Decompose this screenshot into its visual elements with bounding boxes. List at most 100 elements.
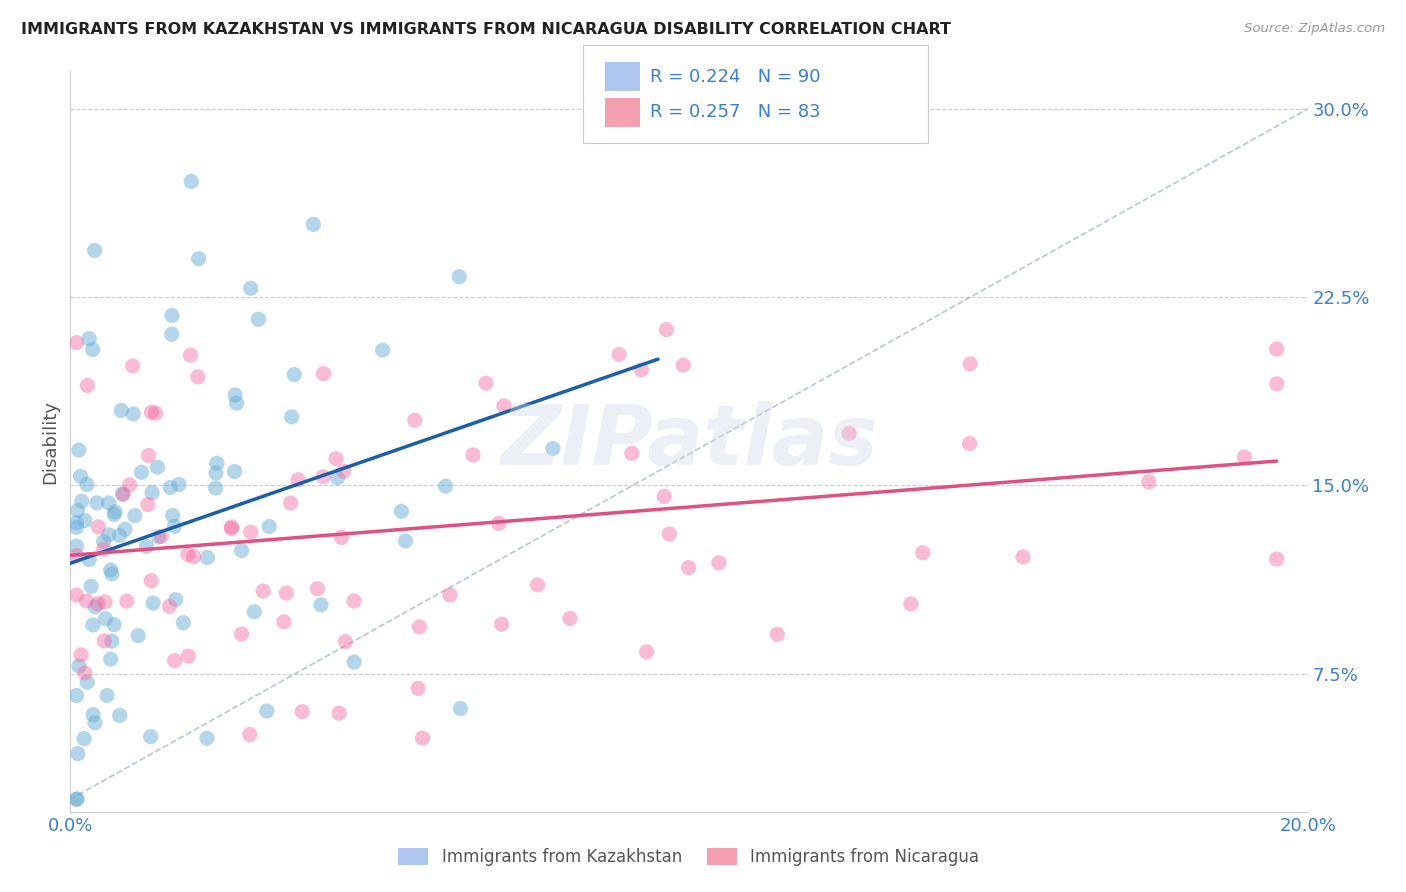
Point [87,520,110,534]
Point [449,701,471,715]
Point [256,704,278,718]
Point [526,578,548,592]
Point [93,633,115,648]
Point [195,731,218,746]
Point [239,525,262,540]
Point [110,403,132,417]
Point [73,514,96,528]
Point [1265,342,1288,356]
Point [391,504,413,518]
Point [167,477,190,491]
Point [142,596,165,610]
Point [332,464,354,478]
Point [707,556,730,570]
Point [406,681,429,696]
Point [461,448,484,462]
Point [66,792,89,806]
Point [287,473,309,487]
Point [492,399,515,413]
Point [273,615,295,629]
Point [65,539,87,553]
Point [66,503,89,517]
Point [66,747,89,761]
Text: R = 0.257   N = 83: R = 0.257 N = 83 [650,103,820,121]
Point [221,522,243,536]
Point [183,549,205,564]
Point [335,634,357,648]
Point [150,529,173,543]
Point [82,343,104,357]
Point [325,451,347,466]
Point [652,490,675,504]
Point [959,436,981,450]
Point [911,546,934,560]
Point [394,534,416,549]
Point [1137,475,1160,489]
Point [252,584,274,599]
Point [122,407,145,421]
Point [162,508,184,523]
Point [187,370,209,384]
Point [408,620,430,634]
Point [111,487,134,501]
Point [112,487,135,501]
Point [280,496,302,510]
Point [94,595,117,609]
Point [558,611,581,625]
Point [541,442,564,456]
Point [82,707,104,722]
Point [108,708,131,723]
Point [678,560,700,574]
Point [145,406,167,420]
Point [655,323,678,337]
Point [231,543,253,558]
Point [205,456,228,470]
Point [900,597,922,611]
Point [146,460,169,475]
Point [636,645,658,659]
Point [672,358,695,372]
Point [309,598,332,612]
Point [180,174,202,188]
Point [76,675,98,690]
Point [114,522,136,536]
Point [76,378,98,392]
Point [160,327,183,342]
Point [488,516,510,531]
Point [93,534,115,549]
Point [103,508,125,522]
Point [326,470,349,484]
Point [65,588,87,602]
Point [165,592,187,607]
Point [73,731,96,746]
Point [205,466,228,480]
Point [187,252,209,266]
Point [330,530,353,544]
Point [239,728,262,742]
Point [65,520,87,534]
Point [104,505,127,519]
Point [135,539,157,553]
Point [328,706,350,721]
Point [121,359,143,373]
Point [65,689,87,703]
Point [67,659,90,673]
Point [838,426,860,441]
Point [434,479,457,493]
Point [343,655,366,669]
Point [76,594,98,608]
Point [449,269,471,284]
Point [620,446,643,460]
Point [96,689,118,703]
Text: Source: ZipAtlas.com: Source: ZipAtlas.com [1244,22,1385,36]
Point [69,469,91,483]
Point [138,449,160,463]
Point [103,617,125,632]
Point [163,654,186,668]
Point [115,594,138,608]
Point [221,520,243,534]
Point [283,368,305,382]
Point [197,550,219,565]
Point [65,516,87,530]
Point [70,494,93,508]
